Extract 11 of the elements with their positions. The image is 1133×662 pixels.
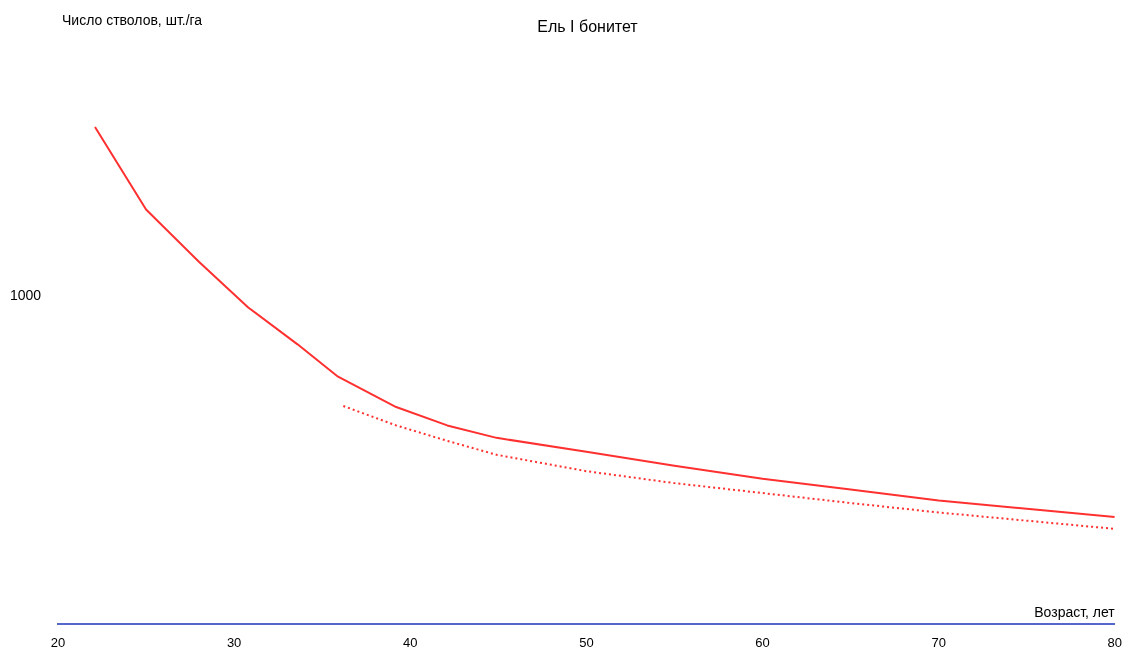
- text: 1000: [10, 286, 42, 303]
- x-tick-label: 40: [403, 634, 418, 650]
- x-axis-title: Возраст, лет: [1034, 604, 1116, 621]
- x-tick-label: 30: [226, 634, 242, 650]
- text: Число стволов, шт./га: [62, 11, 203, 28]
- x-tick-label: 20: [50, 634, 66, 650]
- x-tick-label: 50: [579, 634, 594, 650]
- chart-title: Ель I бонитет: [537, 18, 639, 36]
- x-tick-label: 70: [931, 634, 946, 650]
- x-tick-label: 60: [755, 634, 770, 650]
- x-tick-label: 80: [1107, 634, 1122, 650]
